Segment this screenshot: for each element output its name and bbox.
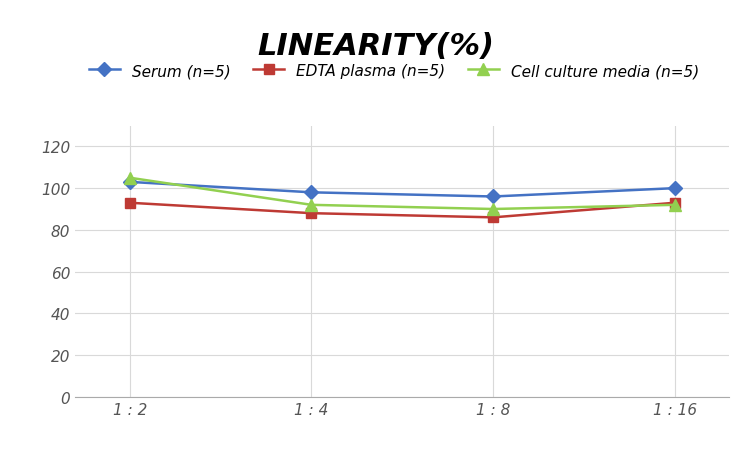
Serum (n=5) — [671, 186, 680, 191]
Cell culture media (n=5) — [489, 207, 498, 212]
Serum (n=5) — [125, 180, 134, 185]
Line: Serum (n=5): Serum (n=5) — [125, 178, 680, 202]
Line: EDTA plasma (n=5): EDTA plasma (n=5) — [125, 198, 680, 223]
EDTA plasma (n=5) — [125, 201, 134, 206]
Cell culture media (n=5) — [671, 202, 680, 208]
Serum (n=5) — [489, 194, 498, 200]
Serum (n=5) — [307, 190, 316, 196]
Line: Cell culture media (n=5): Cell culture media (n=5) — [124, 173, 681, 215]
EDTA plasma (n=5) — [307, 211, 316, 216]
Legend: Serum (n=5), EDTA plasma (n=5), Cell culture media (n=5): Serum (n=5), EDTA plasma (n=5), Cell cul… — [83, 58, 705, 85]
Cell culture media (n=5) — [125, 175, 134, 181]
Text: LINEARITY(%): LINEARITY(%) — [257, 32, 495, 60]
EDTA plasma (n=5) — [489, 215, 498, 221]
Cell culture media (n=5) — [307, 202, 316, 208]
EDTA plasma (n=5) — [671, 201, 680, 206]
